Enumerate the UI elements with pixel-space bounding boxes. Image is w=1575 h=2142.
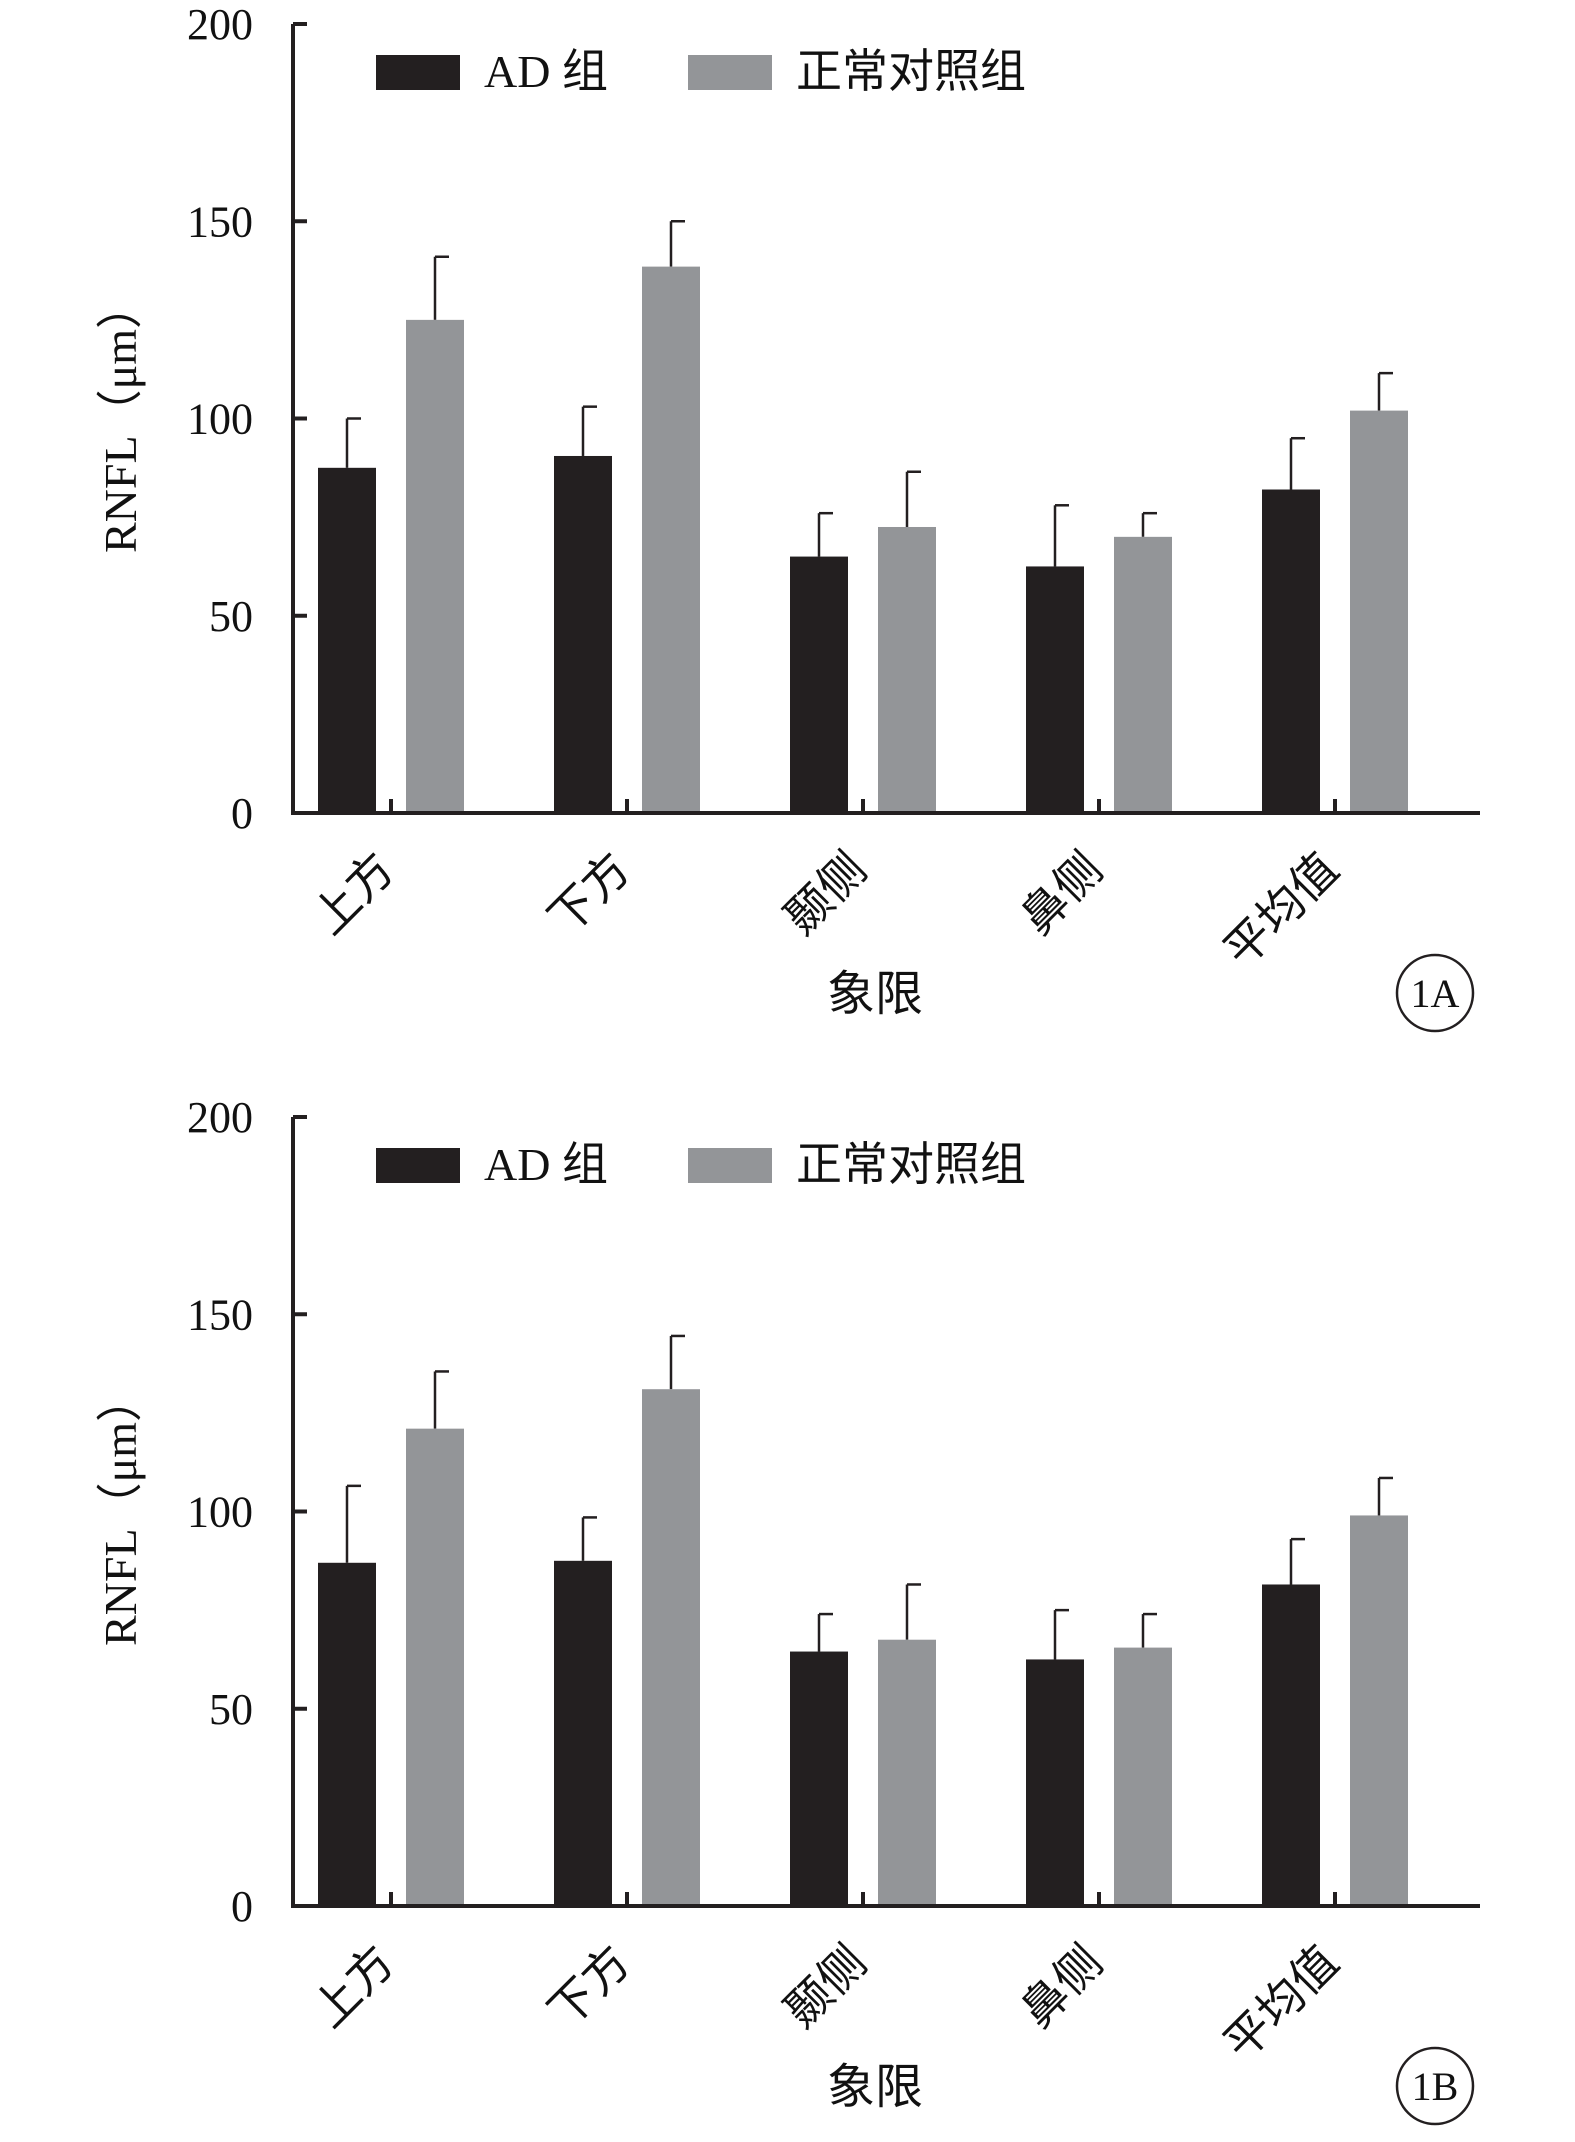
bar — [554, 455, 612, 813]
bar — [1262, 1584, 1320, 1906]
bar — [554, 1560, 612, 1906]
panel-label: 1A — [1411, 971, 1460, 1016]
bar — [1350, 1515, 1408, 1906]
x-axis-title: 象限 — [827, 2061, 923, 2114]
bar — [1026, 566, 1084, 813]
x-tick-label: 颞侧 — [775, 843, 876, 944]
panel-label-circle — [1395, 953, 1475, 1033]
bar — [1262, 489, 1320, 813]
y-axis-title: RNFL（μm） — [95, 1376, 146, 1646]
bar — [1350, 410, 1408, 813]
y-tick-label: 150 — [187, 1290, 253, 1339]
legend-swatch — [688, 1148, 772, 1183]
y-tick-label: 0 — [231, 789, 253, 838]
legend-swatch — [688, 55, 772, 90]
legend-label: 正常对照组 — [796, 1139, 1026, 1190]
y-tick-label: 0 — [231, 1882, 253, 1931]
bar — [406, 1428, 464, 1906]
bar — [642, 266, 700, 813]
bar — [406, 319, 464, 813]
bar — [790, 556, 848, 813]
panel-label-circle — [1395, 2046, 1475, 2126]
x-tick-label: 颞侧 — [775, 1936, 876, 2037]
legend-swatch — [376, 1148, 460, 1183]
x-tick-label: 平均值 — [1214, 843, 1348, 977]
y-tick-label: 100 — [187, 1488, 253, 1537]
bar — [318, 1562, 376, 1906]
y-tick-label: 50 — [209, 592, 253, 641]
bar — [878, 1639, 936, 1906]
bar — [1114, 536, 1172, 813]
x-tick-label: 平均值 — [1214, 1936, 1348, 2070]
x-tick-label: 鼻侧 — [1011, 843, 1112, 944]
y-tick-label: 50 — [209, 1685, 253, 1734]
bar — [1026, 1659, 1084, 1906]
y-tick-label: 200 — [187, 0, 253, 49]
x-tick-label: 鼻侧 — [1011, 1936, 1112, 2037]
legend-label: 正常对照组 — [796, 46, 1026, 97]
legend-label: AD 组 — [484, 46, 608, 97]
panel-label: 1B — [1412, 2064, 1459, 2109]
legend-swatch — [376, 55, 460, 90]
x-tick-label: 上方 — [303, 1936, 404, 2037]
legend-label: AD 组 — [484, 1139, 608, 1190]
bar — [642, 1389, 700, 1906]
y-axis-title: RNFL（μm） — [95, 283, 146, 553]
x-axis-title: 象限 — [827, 968, 923, 1021]
y-tick-label: 150 — [187, 197, 253, 246]
bar — [790, 1651, 848, 1906]
x-tick-label: 下方 — [539, 1936, 640, 2037]
x-tick-label: 上方 — [303, 843, 404, 944]
bar — [318, 467, 376, 813]
bar — [1114, 1647, 1172, 1906]
bar — [878, 526, 936, 813]
y-tick-label: 200 — [187, 1093, 253, 1142]
y-tick-label: 100 — [187, 395, 253, 444]
x-tick-label: 下方 — [539, 843, 640, 944]
